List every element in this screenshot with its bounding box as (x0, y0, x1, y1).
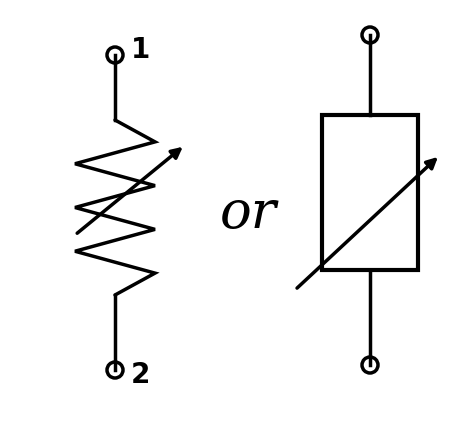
Text: 2: 2 (131, 361, 150, 389)
Text: 1: 1 (131, 36, 150, 64)
Bar (322, 115, 418, 270)
Text: or: or (219, 187, 276, 238)
